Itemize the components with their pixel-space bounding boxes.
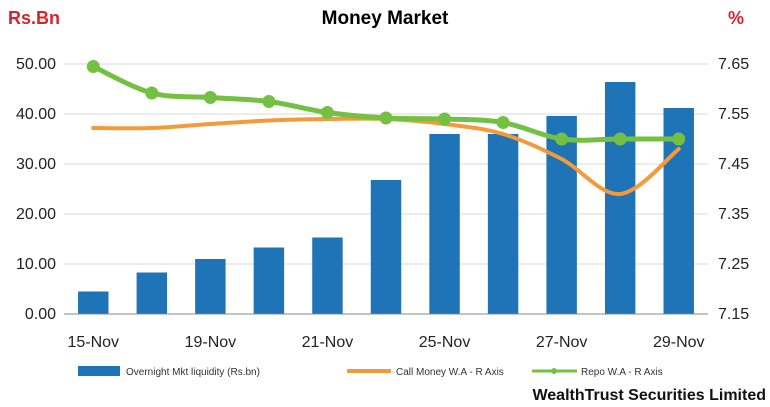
repo-point [496, 116, 510, 129]
right-tick-label: 7.25 [718, 256, 749, 273]
bar [136, 272, 168, 314]
bar [546, 116, 577, 314]
footer-credit: WealthTrust Securities Limited [532, 387, 766, 404]
chart-title: Money Market [322, 8, 449, 29]
repo-point [262, 95, 276, 108]
left-tick-label: 30.00 [16, 156, 56, 173]
repo-point [555, 132, 569, 146]
x-tick-label: 29-Nov [653, 334, 705, 351]
left-axis-ticks: 0.00 10.00 20.00 30.00 40.00 50.00 [16, 56, 56, 323]
line-series [86, 60, 686, 197]
legend-swatch-bar [78, 366, 120, 376]
bar-series [78, 82, 694, 314]
right-tick-label: 7.55 [718, 106, 749, 123]
bar [253, 247, 285, 314]
left-tick-label: 10.00 [16, 256, 56, 273]
x-tick-label: 27-Nov [536, 334, 588, 351]
right-tick-label: 7.45 [718, 156, 749, 173]
legend-label-call: Call Money W.A - R Axis [396, 367, 504, 378]
left-tick-label: 40.00 [16, 106, 56, 123]
repo-point [438, 112, 452, 126]
repo-line [90, 64, 682, 143]
x-tick-label: 19-Nov [185, 334, 237, 351]
left-unit-label: Rs.Bn [8, 8, 60, 28]
repo-point [672, 132, 686, 146]
bar [370, 180, 402, 314]
right-tick-label: 7.15 [718, 306, 749, 323]
right-tick-label: 7.65 [718, 56, 749, 73]
right-tick-label: 7.35 [718, 206, 749, 223]
right-unit-label: % [728, 8, 744, 28]
bar [195, 259, 226, 314]
repo-point [145, 86, 159, 100]
repo-point [320, 106, 334, 119]
repo-point [613, 132, 627, 146]
legend-label-repo: Repo W.A - R Axis [581, 367, 663, 378]
legend-marker-repo [551, 368, 557, 374]
repo-point [203, 91, 217, 104]
bar [312, 237, 343, 314]
left-tick-label: 50.00 [16, 56, 56, 73]
legend: Overnight Mkt liquidity (Rs.bn) Call Mon… [78, 366, 663, 378]
left-tick-label: 0.00 [25, 306, 56, 323]
x-tick-label: 15-Nov [67, 334, 119, 351]
bar [78, 291, 109, 314]
gridlines [64, 63, 708, 265]
repo-point [379, 111, 393, 125]
x-tick-label: 21-Nov [302, 334, 354, 351]
x-axis-ticks: 15-Nov 19-Nov 21-Nov 25-Nov 27-Nov 29-Nov [67, 334, 704, 351]
bar [487, 134, 519, 314]
left-tick-label: 20.00 [16, 206, 56, 223]
bar [429, 134, 460, 314]
right-axis-ticks: 7.15 7.25 7.35 7.45 7.55 7.65 [718, 56, 749, 323]
x-tick-label: 25-Nov [419, 334, 471, 351]
repo-point [86, 60, 100, 73]
legend-label-bar: Overnight Mkt liquidity (Rs.bn) [126, 367, 260, 378]
bar [604, 82, 636, 314]
